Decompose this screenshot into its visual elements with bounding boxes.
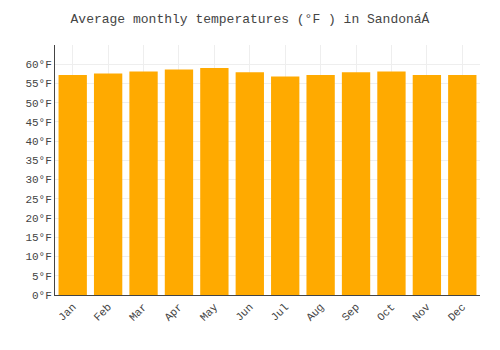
svg-text:Nov: Nov [410, 301, 433, 324]
svg-text:30°F: 30°F [25, 174, 51, 186]
svg-text:Feb: Feb [92, 301, 114, 323]
svg-text:Aug: Aug [304, 301, 326, 323]
svg-text:0°F: 0°F [32, 290, 52, 302]
svg-text:60°F: 60°F [25, 59, 51, 71]
svg-text:50°F: 50°F [25, 98, 51, 110]
svg-text:Jan: Jan [56, 301, 78, 323]
svg-text:Oct: Oct [375, 301, 397, 323]
svg-text:25°F: 25°F [25, 194, 51, 206]
svg-text:35°F: 35°F [25, 155, 51, 167]
svg-text:45°F: 45°F [25, 117, 51, 129]
svg-text:Apr: Apr [162, 301, 184, 323]
svg-text:20°F: 20°F [25, 213, 51, 225]
svg-text:15°F: 15°F [25, 232, 51, 244]
svg-text:May: May [198, 301, 221, 324]
svg-text:Jul: Jul [269, 301, 291, 323]
svg-text:Mar: Mar [127, 301, 149, 323]
svg-text:10°F: 10°F [25, 251, 51, 263]
svg-text:5°F: 5°F [32, 271, 52, 283]
svg-text:40°F: 40°F [25, 136, 51, 148]
svg-text:Jun: Jun [233, 301, 255, 323]
svg-text:Average monthly temperatures (: Average monthly temperatures (°F ) in Sa… [71, 12, 430, 27]
svg-text:55°F: 55°F [25, 78, 51, 90]
svg-text:Sep: Sep [340, 301, 362, 323]
svg-text:Dec: Dec [446, 301, 468, 323]
